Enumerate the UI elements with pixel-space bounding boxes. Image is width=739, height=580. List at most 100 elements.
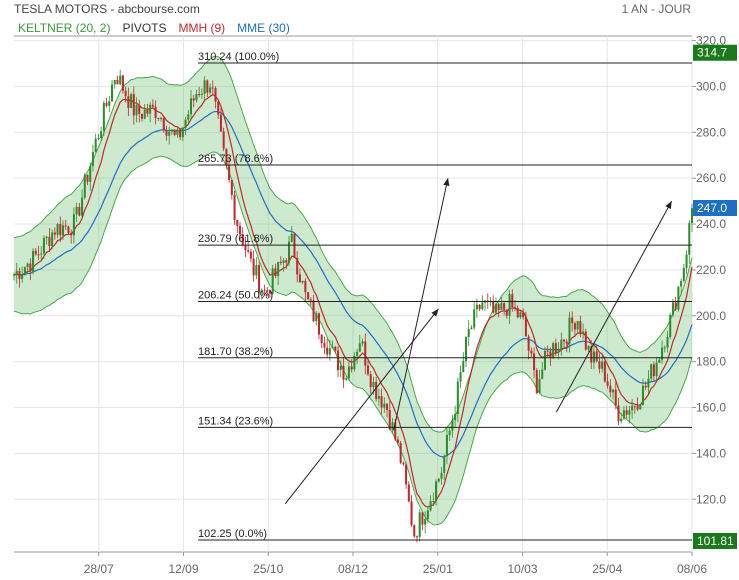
candle-body xyxy=(328,348,331,355)
candle-body xyxy=(631,405,634,411)
mmh-line xyxy=(13,94,693,508)
candle-body xyxy=(655,362,658,377)
candle-body xyxy=(184,119,187,128)
candle-body xyxy=(29,263,32,272)
candle-body xyxy=(543,350,546,370)
fib-label: 151.34 (23.6%) xyxy=(198,415,273,427)
candle-body xyxy=(454,414,457,421)
candle-body xyxy=(149,104,152,114)
candle-body xyxy=(296,257,299,275)
candle-body xyxy=(168,131,171,136)
x-tick-label: 08/06 xyxy=(677,562,707,576)
candle-body xyxy=(598,361,601,369)
y-tick-label: 180.0 xyxy=(696,355,726,369)
fib-label: 206.24 (50.0%) xyxy=(198,289,273,301)
candle-body xyxy=(312,300,315,322)
candle-body xyxy=(377,396,380,399)
candle-body xyxy=(266,290,269,292)
candle-body xyxy=(677,286,680,310)
candle-body xyxy=(42,237,45,254)
candle-body xyxy=(170,129,173,132)
y-axis: 120.0 140.0 160.0 180.0 200.0 220.0 240.0 260.0… xyxy=(692,34,726,506)
candle-body xyxy=(467,328,470,338)
candle-body xyxy=(45,236,48,238)
y-tick-label: 320.0 xyxy=(696,34,726,48)
candle-body xyxy=(91,152,94,166)
candle-body xyxy=(612,389,615,393)
candle-body xyxy=(15,270,18,275)
candle-body xyxy=(228,164,231,180)
candle-body xyxy=(244,245,247,250)
candle-body xyxy=(279,261,282,263)
candle-body xyxy=(415,536,419,538)
period-label: 1 AN - JOUR xyxy=(621,2,691,16)
fib-label: 310.24 (100.0%) xyxy=(198,51,279,63)
arrow-head xyxy=(443,178,450,187)
candle-body xyxy=(154,106,157,118)
x-tick-label: 25/04 xyxy=(592,562,622,576)
candle-body xyxy=(552,343,555,358)
price-tag xyxy=(693,44,737,61)
candle-body xyxy=(331,347,334,349)
candle-body xyxy=(366,365,369,375)
candle-body xyxy=(682,267,685,281)
candle-body xyxy=(375,381,378,399)
candle-body xyxy=(26,263,29,268)
candle-body xyxy=(524,317,527,337)
candle-body xyxy=(78,206,81,216)
candle-body xyxy=(473,309,476,328)
legend-keltner[interactable]: KELTNER (20, 2) xyxy=(18,21,111,35)
legend: KELTNER (20, 2) PIVOTS MMH (9) MME (30) xyxy=(18,21,290,35)
candle-body xyxy=(535,370,538,394)
candle-body xyxy=(249,251,252,259)
candle-body xyxy=(203,80,206,94)
candle-body xyxy=(233,194,236,220)
price-tag-label: 101.81 xyxy=(697,534,734,548)
candle-body xyxy=(513,307,517,309)
candle-body xyxy=(688,222,691,255)
fib-label: 265.73 (78.6%) xyxy=(198,153,273,165)
candle-body xyxy=(516,308,519,318)
candle-body xyxy=(113,79,116,85)
candle-body xyxy=(674,302,677,310)
candle-body xyxy=(67,226,70,233)
candle-body xyxy=(146,109,149,114)
candle-body xyxy=(641,385,645,406)
candle-body xyxy=(644,385,647,388)
candle-body xyxy=(209,87,212,93)
candle-body xyxy=(165,130,168,136)
mmh-path xyxy=(13,94,693,508)
candle-body xyxy=(587,346,590,350)
legend-mmh[interactable]: MMH (9) xyxy=(178,21,226,35)
candle-body xyxy=(195,93,198,101)
candle-body xyxy=(394,422,397,440)
candle-body xyxy=(287,241,291,263)
candle-body xyxy=(440,472,443,479)
candles xyxy=(12,69,694,543)
candle-body xyxy=(12,274,16,276)
candle-body xyxy=(685,254,688,268)
price-tag-label: 314.7 xyxy=(697,46,727,60)
fib-label: 230.79 (61.8%) xyxy=(198,233,273,245)
candle-body xyxy=(413,525,416,537)
candle-body xyxy=(323,343,326,348)
candle-body xyxy=(421,512,424,525)
candle-body xyxy=(130,94,133,109)
candle-body xyxy=(132,94,135,116)
x-axis: 28/07 12/09 25/10 08/12 25/01 10/03 25/04 08/06 xyxy=(84,552,707,576)
candle-body xyxy=(456,381,459,415)
legend-pivots[interactable]: PIVOTS xyxy=(122,21,167,35)
candle-body xyxy=(557,349,560,353)
x-tick-label: 08/12 xyxy=(338,562,368,576)
legend-mme[interactable]: MME (30) xyxy=(237,21,290,35)
candle-body xyxy=(241,234,244,246)
candle-body xyxy=(443,456,446,473)
candle-body xyxy=(268,290,271,294)
candle-body xyxy=(274,268,277,277)
candle-body xyxy=(307,292,310,300)
candle-body xyxy=(541,369,544,379)
price-tag xyxy=(693,200,737,216)
candle-body xyxy=(405,464,408,485)
candle-body xyxy=(189,98,193,115)
